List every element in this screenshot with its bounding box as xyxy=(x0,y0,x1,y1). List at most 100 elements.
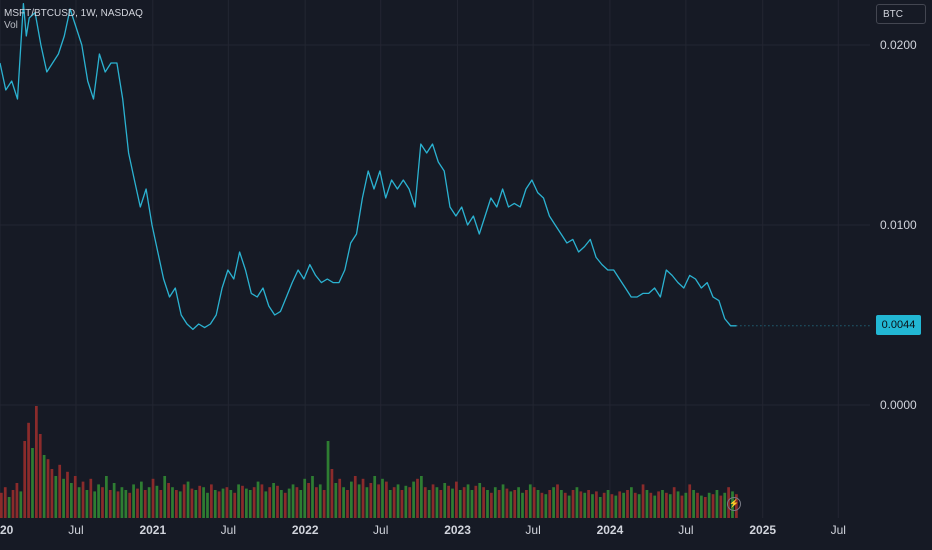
volume-bar xyxy=(423,487,427,518)
volume-bar xyxy=(680,495,684,518)
volume-bar xyxy=(315,487,318,518)
volume-bar xyxy=(665,492,668,518)
volume-bar xyxy=(276,485,279,518)
volume-bar xyxy=(116,491,120,518)
volume-bar xyxy=(295,487,299,518)
volume-bar xyxy=(237,484,240,518)
volume-bar xyxy=(283,492,287,518)
x-tick-label: 2024 xyxy=(597,523,624,537)
volume-bar xyxy=(595,491,598,518)
volume-bar xyxy=(66,471,69,518)
volume-bar xyxy=(260,484,264,518)
volume-bar xyxy=(645,490,649,518)
volume-bar xyxy=(350,481,353,518)
y-tick-label: 0.0200 xyxy=(880,38,917,52)
x-tick-label: Jul xyxy=(525,523,540,537)
volume-bar xyxy=(455,481,458,518)
volume-bar xyxy=(7,497,11,518)
volume-bar xyxy=(610,494,614,518)
volume-bar xyxy=(606,490,610,518)
volume-bar xyxy=(124,490,128,518)
x-tick-label: Jul xyxy=(68,523,83,537)
volume-bar xyxy=(221,488,225,518)
volume-bar xyxy=(167,483,170,518)
currency-button[interactable]: BTC xyxy=(876,4,926,24)
volume-bar xyxy=(225,487,229,518)
volume-bar xyxy=(657,491,660,518)
volume-bar xyxy=(540,492,544,518)
volume-bar xyxy=(458,490,462,518)
volume-bar xyxy=(147,487,151,518)
volume-bar xyxy=(447,485,450,518)
volume-bar xyxy=(381,478,384,518)
volume-bar xyxy=(385,481,388,518)
volume-bar xyxy=(206,492,209,518)
volume-bar xyxy=(361,478,365,518)
volume-bar xyxy=(532,487,536,518)
volume-bar xyxy=(633,492,637,518)
symbol-label: MSFT/BTCUSD, 1W, NASDAQ xyxy=(4,8,143,19)
x-tick-label: Jul xyxy=(831,523,846,537)
volume-bar xyxy=(668,494,672,518)
volume-bar xyxy=(190,488,194,518)
volume-bar xyxy=(112,483,116,518)
volume-bar xyxy=(474,485,478,518)
volume-bar xyxy=(229,490,233,518)
volume-bar xyxy=(15,483,19,518)
volume-bar xyxy=(715,490,719,518)
volume-bar xyxy=(27,422,30,518)
x-tick-label: Jul xyxy=(221,523,236,537)
chart-legend: MSFT/BTCUSD, 1W, NASDAQ Vol xyxy=(4,8,143,32)
volume-label: Vol xyxy=(4,20,18,31)
volume-bar xyxy=(602,492,606,518)
volume-bar xyxy=(478,483,482,518)
y-tick-label: 0.0000 xyxy=(880,398,917,412)
volume-bar xyxy=(567,495,571,518)
volume-bar xyxy=(598,497,602,518)
volume-bar xyxy=(182,484,186,518)
volume-bar xyxy=(326,441,330,518)
volume-bar xyxy=(509,491,513,518)
volume-bar xyxy=(198,485,202,518)
volume-bar xyxy=(707,492,711,518)
volume-bar xyxy=(404,485,408,518)
lightning-icon[interactable]: ⚡ xyxy=(727,497,741,511)
volume-bar xyxy=(427,490,431,518)
volume-bar xyxy=(501,484,505,518)
volume-bar xyxy=(435,487,439,518)
volume-bar xyxy=(583,492,587,518)
volume-bar xyxy=(408,487,412,518)
volume-bar xyxy=(0,492,3,518)
volume-bar xyxy=(140,481,143,518)
volume-bar xyxy=(369,483,373,518)
volume-bar xyxy=(85,490,89,518)
volume-bar xyxy=(711,494,715,518)
x-tick-label: 2020 xyxy=(0,523,14,537)
volume-bar xyxy=(178,491,182,518)
volume-bar xyxy=(560,490,563,518)
volume-bar xyxy=(194,490,198,518)
volume-bar xyxy=(46,459,50,518)
volume-bar xyxy=(155,485,159,518)
volume-bar xyxy=(622,492,625,518)
volume-bar xyxy=(490,492,493,518)
volume-bar xyxy=(322,490,326,518)
volume-bar xyxy=(62,478,65,518)
volume-bar xyxy=(377,484,380,518)
volume-bar xyxy=(431,484,435,518)
volume-bar xyxy=(233,492,237,518)
last-price-tag: 0.0044 xyxy=(876,315,921,335)
volume-bar xyxy=(649,492,653,518)
volume-bar xyxy=(653,495,657,518)
price-line xyxy=(0,2,737,331)
volume-bar xyxy=(77,487,81,518)
volume-bar xyxy=(143,490,147,518)
volume-bar xyxy=(579,491,583,518)
volume-bar xyxy=(11,490,15,518)
volume-bar xyxy=(159,490,163,518)
volume-bar xyxy=(287,488,291,518)
volume-bar xyxy=(108,490,112,518)
volume-bar xyxy=(70,483,73,518)
volume-bar xyxy=(291,484,295,518)
